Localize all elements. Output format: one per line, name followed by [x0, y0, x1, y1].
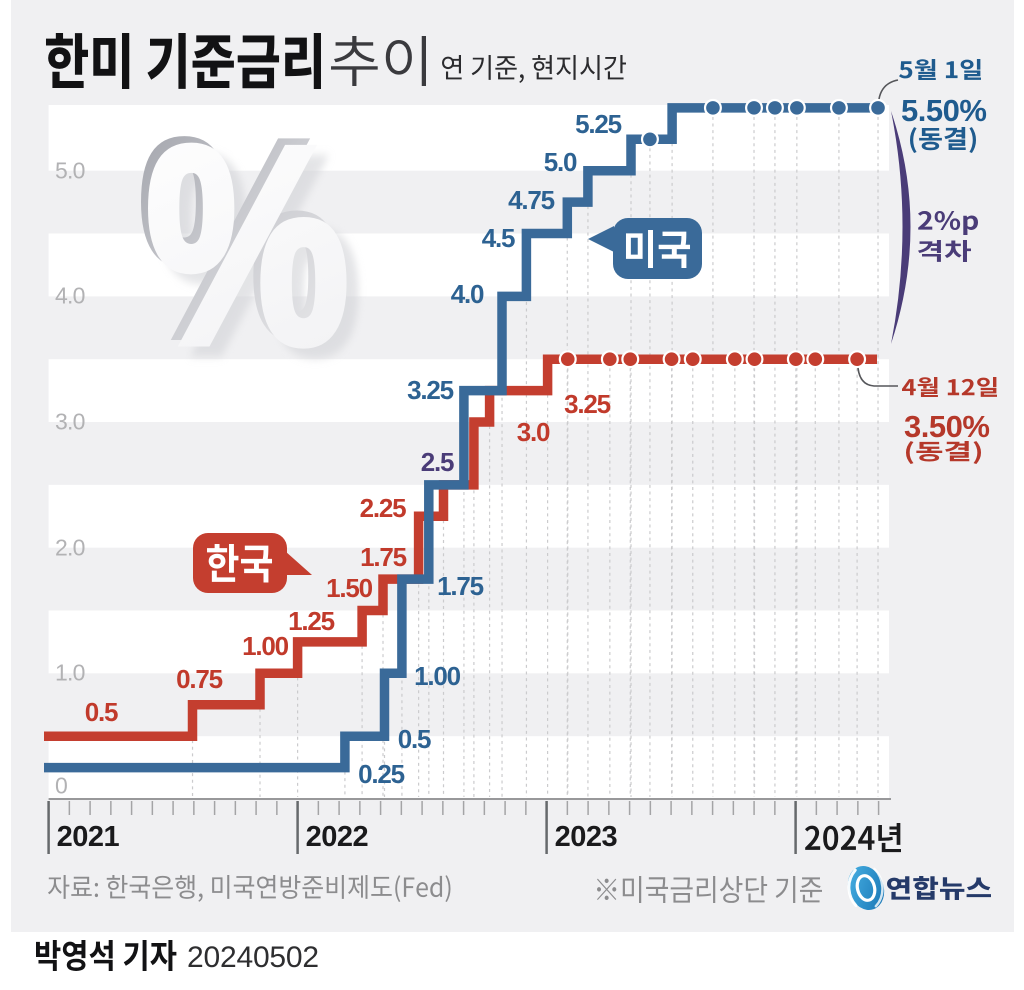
x-tick-label: 2022 — [305, 821, 369, 853]
hold-dot — [683, 350, 702, 369]
usa-bubble-tail — [588, 226, 614, 252]
callout-usa-date — [899, 58, 981, 81]
point-label: 1.00 — [414, 661, 461, 691]
point-label: 0.5 — [397, 724, 432, 754]
logo-swirl-ring — [855, 874, 877, 902]
page-title-main — [45, 32, 321, 90]
hold-dot — [558, 350, 577, 369]
gap-annotation-word — [917, 239, 971, 263]
hold-dot — [703, 98, 722, 117]
x-tick-label: 2023 — [554, 821, 618, 853]
y-tick-label: 3.0 — [55, 408, 85, 435]
point-label: 5.25 — [575, 109, 622, 139]
hold-dot — [662, 350, 681, 369]
percent-watermark: % % % — [135, 79, 365, 416]
grid-stripe — [48, 610, 890, 674]
logo-swirl-left — [847, 868, 858, 908]
point-label: 3.25 — [407, 375, 454, 405]
hold-dot — [745, 98, 764, 117]
chart-layers — [44, 98, 891, 854]
series-line-usa — [44, 103, 884, 773]
point-label: 1.25 — [288, 606, 335, 636]
footnote — [597, 876, 823, 904]
point-label: 0.75 — [176, 664, 223, 694]
point-label: 1.50 — [326, 573, 373, 603]
hold-dot — [786, 350, 805, 369]
gap-brace — [891, 111, 911, 344]
logo-icon — [847, 866, 885, 910]
point-label: 2.5 — [420, 447, 455, 477]
point-label: 1.75 — [360, 542, 407, 572]
series-label-usa — [625, 229, 691, 268]
callout-usa-status — [910, 126, 977, 154]
y-tick-label: 0 — [55, 772, 68, 799]
callout-korea-status — [906, 440, 982, 465]
hold-dot — [829, 98, 848, 117]
logo-globe — [847, 866, 885, 910]
point-label: 1.75 — [437, 570, 484, 601]
y-tick-label: 5.0 — [55, 157, 85, 184]
point-label: 4.5 — [481, 222, 516, 253]
y-tick-label: 4.0 — [55, 282, 85, 309]
grid-stripe — [48, 105, 890, 171]
credit-name — [35, 939, 176, 972]
hold-dot — [725, 350, 744, 369]
point-label: 3.25 — [564, 389, 611, 419]
callout-usa-connector — [878, 79, 899, 100]
page-title-sub — [331, 36, 426, 86]
y-tick-label: 1.0 — [55, 659, 85, 686]
x-tick-label-2024 — [805, 823, 901, 853]
logo-swirl-right — [873, 867, 884, 908]
hold-dot — [640, 130, 659, 149]
grid-stripe — [48, 484, 890, 548]
event-dash-lines — [191, 116, 879, 797]
point-label: 2.25 — [359, 493, 407, 523]
hold-dot — [787, 98, 806, 117]
callout-korea-rate: 3.50% — [904, 409, 990, 444]
hold-dot — [745, 350, 764, 369]
point-label: 1.00 — [242, 631, 289, 661]
credit-date: 20240502 — [187, 941, 319, 974]
point-label: 3.0 — [516, 417, 551, 447]
point-label: 0.5 — [84, 696, 119, 727]
hold-dot — [765, 98, 784, 117]
hold-dot — [869, 98, 888, 117]
percent-watermark-glyph: % — [146, 90, 349, 402]
x-tick-label: 2021 — [56, 821, 120, 853]
callout-korea-connector — [857, 367, 898, 387]
callout-usa-rate: 5.50% — [901, 93, 987, 128]
hold-dot — [600, 350, 619, 369]
callout-korea-date — [901, 376, 997, 398]
series-label-korea — [207, 544, 273, 583]
source-note — [47, 875, 450, 902]
hold-dots-usa — [640, 98, 888, 149]
point-label: 4.75 — [508, 185, 555, 215]
gap-annotation-value — [917, 210, 979, 236]
hold-dot — [848, 350, 867, 369]
point-label: 0.25 — [358, 759, 405, 789]
x-axis — [47, 798, 891, 854]
percent-watermark-depth: % — [139, 83, 342, 395]
hold-dots-korea — [558, 350, 867, 369]
logo-wordmark — [886, 876, 991, 901]
point-label: 5.0 — [543, 147, 578, 177]
point-label: 4.0 — [450, 278, 485, 309]
y-tick-label: 2.0 — [55, 534, 85, 561]
page-subtitle — [442, 55, 626, 84]
korea-bubble-tail — [285, 551, 312, 575]
hold-dot — [806, 350, 825, 369]
hold-dot — [621, 350, 640, 369]
percent-watermark-shadow: % — [158, 100, 361, 412]
grid-stripe — [48, 233, 890, 297]
